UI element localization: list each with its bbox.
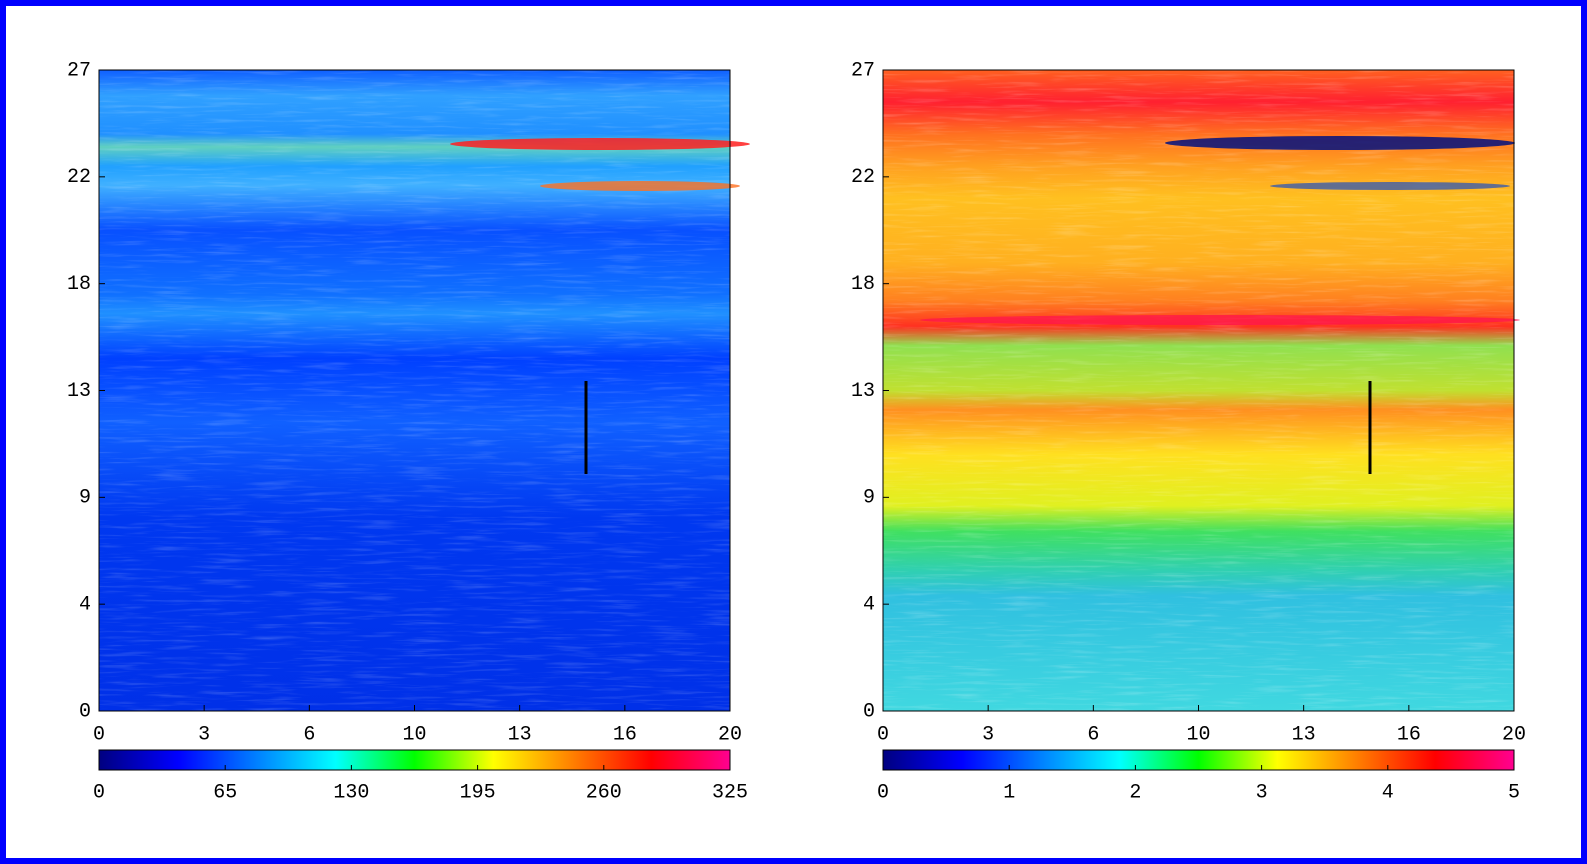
y-tick-label: 18 — [67, 273, 91, 296]
colorbar-tick-label: 325 — [712, 781, 748, 804]
y-tick-label: 18 — [851, 273, 875, 296]
y-tick-label: 22 — [67, 166, 91, 189]
y-tick-label: 4 — [79, 593, 91, 616]
y-tick-label: 13 — [67, 380, 91, 403]
colorbar-tick-label: 260 — [586, 781, 622, 804]
x-tick-label: 3 — [198, 723, 210, 746]
y-tick-label: 9 — [79, 487, 91, 510]
colorbar-tick-label: 4 — [1382, 781, 1394, 804]
colorbar — [882, 749, 1515, 771]
y-tick-label: 0 — [79, 700, 91, 723]
colorbar-tick-label: 0 — [93, 781, 105, 804]
hot-streak — [450, 138, 750, 150]
x-tick-label: 10 — [402, 723, 426, 746]
hot-streak — [540, 181, 740, 191]
hot-streak — [920, 315, 1520, 325]
y-tick-label: 13 — [851, 380, 875, 403]
x-tick-label: 6 — [303, 723, 315, 746]
colorbar-tick-label: 130 — [333, 781, 369, 804]
cold-streak — [1270, 182, 1510, 190]
x-tick-label: 3 — [982, 723, 994, 746]
y-tick-label: 0 — [863, 700, 875, 723]
y-tick-label: 4 — [863, 593, 875, 616]
x-tick-label: 20 — [718, 723, 742, 746]
x-tick-label: 0 — [93, 723, 105, 746]
x-tick-label: 16 — [613, 723, 637, 746]
colorbar-tick-label: 3 — [1256, 781, 1268, 804]
colorbar — [98, 749, 731, 771]
y-tick-label: 22 — [851, 166, 875, 189]
colorbar-tick-label: 0 — [877, 781, 889, 804]
colorbar-tick-label: 1 — [1003, 781, 1015, 804]
heatmap-texture — [99, 70, 730, 711]
colorbar-tick-label: 195 — [460, 781, 496, 804]
x-tick-label: 10 — [1186, 723, 1210, 746]
cold-streak — [1165, 136, 1515, 150]
heatmap-texture — [883, 70, 1514, 711]
y-tick-label: 9 — [863, 487, 875, 510]
x-tick-label: 6 — [1087, 723, 1099, 746]
colorbar-tick-label: 65 — [213, 781, 237, 804]
x-tick-label: 0 — [877, 723, 889, 746]
y-tick-label: 27 — [851, 59, 875, 82]
colorbar-tick-label: 5 — [1508, 781, 1520, 804]
x-tick-label: 13 — [508, 723, 532, 746]
x-tick-label: 20 — [1502, 723, 1526, 746]
x-tick-label: 13 — [1292, 723, 1316, 746]
x-tick-label: 16 — [1397, 723, 1421, 746]
y-tick-label: 27 — [67, 59, 91, 82]
colorbar-tick-label: 2 — [1129, 781, 1141, 804]
